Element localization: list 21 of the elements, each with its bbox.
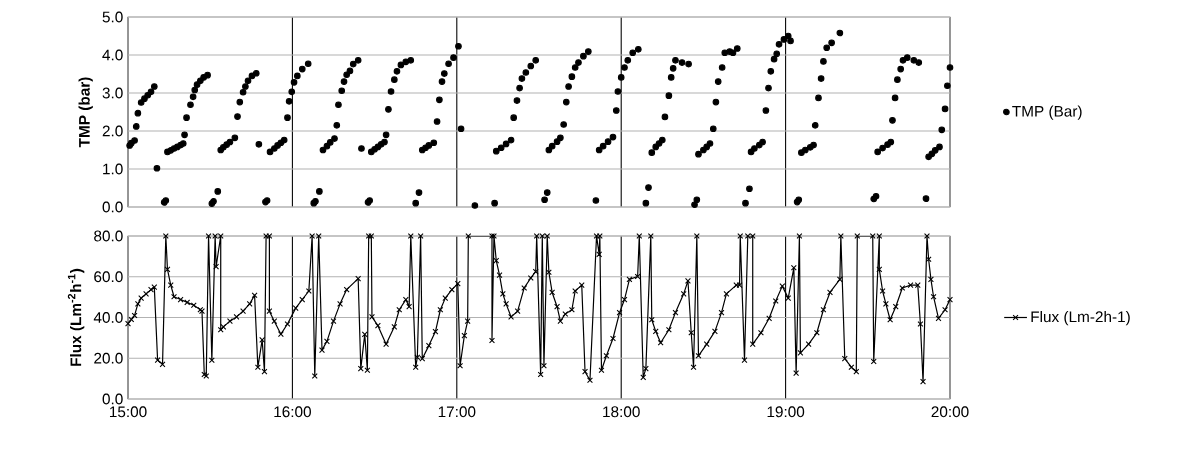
x-tick-label: 19:00 [767, 406, 805, 418]
y-tick-label: 0.0 [102, 201, 123, 213]
legend-label: Flux (Lm-2h-1) [1031, 310, 1130, 326]
y-tick-label: 3.0 [102, 87, 123, 99]
x-tick-label: 18:00 [603, 406, 640, 418]
x-tick-label: 17:00 [438, 406, 476, 418]
y-tick-label: 2.0 [102, 125, 123, 137]
y-tick-label: 80.0 [94, 230, 123, 242]
y-axis-title: TMP (bar) [78, 77, 93, 148]
y-tick-label: 40.0 [93, 312, 123, 323]
x-tick-label: 15:00 [109, 406, 147, 418]
x-tick-label: 20:00 [931, 406, 969, 418]
y-axis-title: Flux (Lm$^{-2}$h$^{-1}$) [67, 268, 85, 366]
y-tick-label: 0.0 [102, 393, 123, 405]
legend-label: TMP (Bar) [1012, 105, 1082, 120]
y-tick-label: 60.0 [94, 271, 123, 283]
x-tick-label: 16:00 [274, 406, 311, 418]
y-tick-label: 20.0 [94, 352, 123, 364]
y-tick-label: 4.0 [102, 49, 123, 61]
y-tick-label: 5.0 [102, 11, 123, 23]
y-tick-label: 1.0 [103, 163, 123, 175]
